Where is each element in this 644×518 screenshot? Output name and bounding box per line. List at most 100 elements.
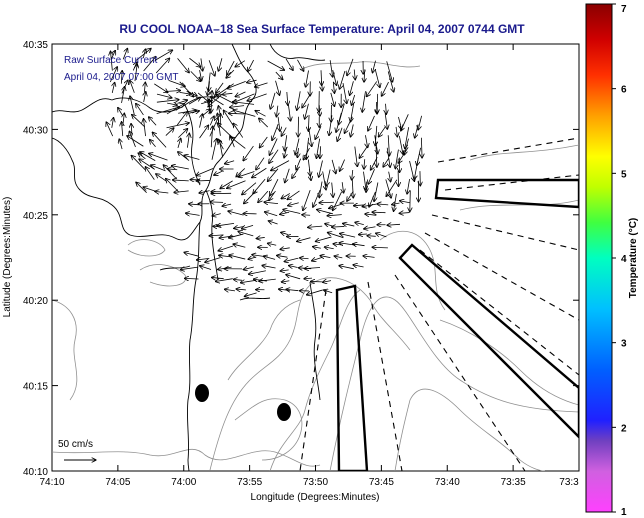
current-vector [306, 289, 323, 295]
current-vector [367, 236, 376, 237]
current-vector [369, 191, 376, 207]
current-vector [359, 147, 368, 158]
current-vector [199, 114, 203, 128]
x-tick-label: 74:00 [171, 477, 196, 488]
current-vector [297, 59, 303, 72]
current-vector [389, 171, 391, 182]
current-vector [136, 103, 144, 116]
current-vector [333, 82, 334, 93]
current-vector [387, 71, 394, 92]
current-vector [353, 265, 364, 267]
current-vector [284, 147, 287, 158]
current-vector [178, 138, 181, 148]
current-vector [211, 139, 217, 160]
current-vector [167, 103, 177, 105]
current-vector [336, 112, 342, 132]
colorbar-tick-label: 5 [621, 169, 627, 180]
current-vector [304, 278, 313, 279]
current-vector [303, 147, 310, 160]
current-vector [288, 265, 298, 267]
current-vector [253, 178, 266, 194]
current-vector [243, 145, 254, 161]
current-vector [386, 103, 387, 115]
current-vector [121, 71, 122, 84]
current-vector [233, 123, 244, 138]
current-vector [219, 140, 224, 158]
current-vector [196, 168, 214, 175]
y-axis-ticks: 40:10 40:15 40:20 40:25 40:30 40:35 [23, 40, 579, 478]
x-tick-label: 73:55 [237, 477, 262, 488]
current-vector [212, 214, 221, 216]
current-vector [189, 204, 199, 205]
current-vector [365, 135, 367, 148]
current-vector [200, 266, 212, 270]
current-vector [386, 61, 393, 82]
current-vector [371, 157, 378, 170]
current-vector [374, 182, 379, 202]
current-vector [358, 234, 367, 235]
current-vector [242, 182, 257, 195]
current-vector [185, 213, 200, 215]
current-vector [179, 92, 191, 94]
current-vector [200, 70, 202, 81]
x-tick-label: 73:40 [435, 477, 460, 488]
current-vector [278, 116, 280, 131]
current-vector [171, 166, 189, 170]
current-vector [216, 82, 224, 93]
current-vector [388, 135, 389, 156]
current-vector [333, 191, 342, 211]
current-vector [324, 247, 334, 249]
legend-line-2: April 04, 2007 07:00 GMT [64, 72, 179, 83]
current-vector [305, 103, 309, 119]
current-vector [144, 82, 145, 92]
y-tick-label: 40:10 [23, 467, 48, 478]
current-vector [211, 126, 212, 148]
current-vector [184, 252, 199, 257]
current-vector [227, 81, 246, 88]
current-vector [315, 126, 322, 139]
current-vector [208, 60, 215, 76]
y-tick-label: 40:15 [23, 382, 48, 393]
current-vector [252, 167, 267, 177]
current-vector [354, 69, 355, 79]
current-vector [189, 57, 200, 67]
current-vector [330, 92, 335, 107]
current-vector [368, 169, 375, 184]
current-vector [330, 60, 333, 77]
current-vector [267, 168, 279, 182]
current-vector [268, 221, 278, 224]
current-vector [230, 106, 245, 108]
current-vector [288, 203, 299, 206]
current-vector [332, 69, 337, 85]
current-vector [226, 69, 235, 78]
current-vector [148, 117, 157, 126]
current-vector [127, 136, 144, 147]
current-vector [210, 97, 224, 106]
current-vector [372, 212, 386, 213]
current-vector [269, 149, 279, 164]
current-vector [347, 58, 354, 76]
current-vector [184, 278, 199, 279]
current-vector [109, 67, 117, 83]
current-vector [216, 94, 233, 103]
current-vector [151, 165, 166, 172]
current-vector [259, 136, 268, 148]
current-vector [283, 209, 301, 214]
current-vector [255, 111, 266, 117]
current-vector [344, 116, 353, 134]
bathymetry-contours [52, 61, 579, 471]
colorbar-tick-label: 4 [621, 254, 627, 265]
current-vector [121, 86, 125, 103]
current-vector [322, 80, 323, 91]
current-vector [303, 189, 311, 211]
current-vector [149, 153, 168, 161]
current-vector [112, 118, 114, 128]
current-vector [353, 244, 365, 246]
current-vector [243, 267, 254, 270]
current-vector [227, 60, 235, 75]
current-vector [306, 70, 309, 88]
current-vector [143, 49, 145, 59]
current-vector [121, 122, 122, 137]
map-area: 50 cm/s [52, 44, 579, 471]
current-vector [316, 138, 321, 159]
